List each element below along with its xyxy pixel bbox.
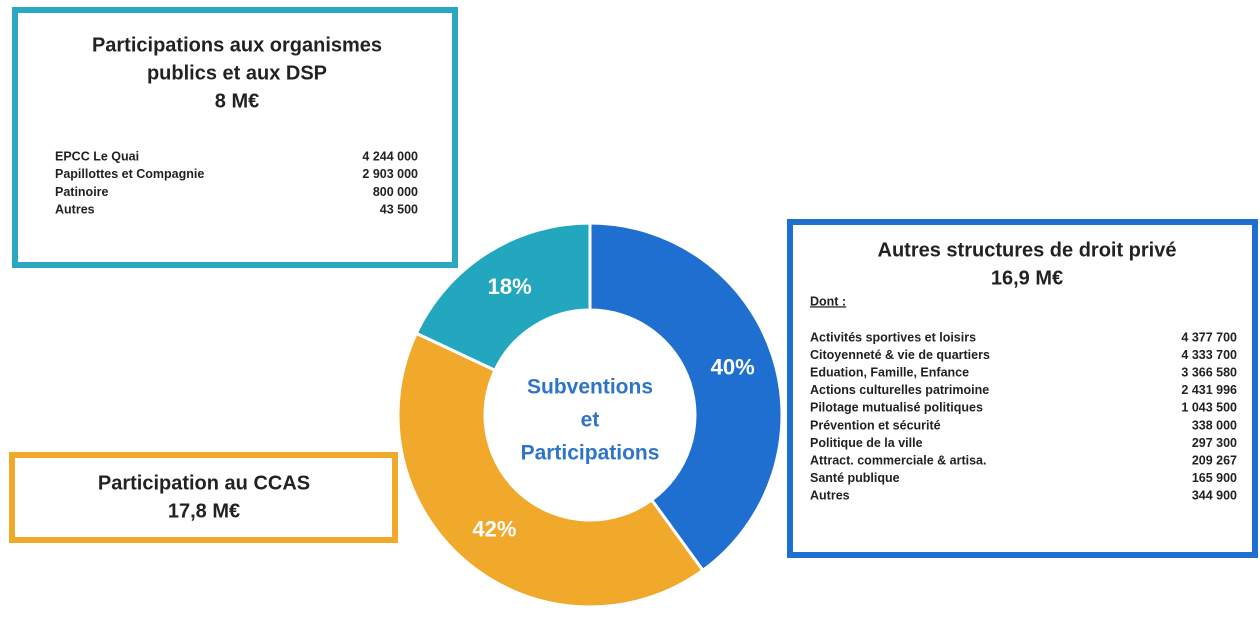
box-title: 17,8 M€: [168, 500, 240, 522]
row-label: Prévention et sécurité: [810, 418, 941, 432]
row-value: 4 244 000: [362, 149, 418, 163]
donut-slice: [414, 221, 592, 373]
row-value: 3 366 580: [1181, 365, 1237, 379]
row-label: Autres: [55, 203, 95, 217]
row-label: Citoyenneté & vie de quartiers: [810, 348, 990, 362]
slice-label: 18%: [488, 274, 532, 299]
box-title: publics et aux DSP: [147, 62, 327, 84]
row-label: Papillottes et Compagnie: [55, 167, 204, 181]
row-label: Patinoire: [55, 185, 109, 199]
row-label: Actions culturelles patrimoine: [810, 383, 989, 397]
row-value: 297 300: [1192, 436, 1237, 450]
slice-label: 42%: [472, 516, 516, 541]
row-label: Activités sportives et loisirs: [810, 330, 976, 344]
box-title: Autres structures de droit privé: [878, 239, 1177, 261]
row-value: 2 903 000: [362, 167, 418, 181]
center-label: et: [581, 409, 600, 432]
row-value: 43 500: [380, 203, 418, 217]
box-subtitle: Dont :: [810, 294, 846, 308]
row-value: 165 900: [1192, 471, 1237, 485]
row-value: 4 377 700: [1181, 330, 1237, 344]
row-value: 344 900: [1192, 489, 1237, 503]
row-label: Santé publique: [810, 471, 900, 485]
box-title: Participations aux organismes: [92, 34, 382, 56]
center-label: Participations: [521, 442, 660, 465]
row-label: Attract. commerciale & artisa.: [810, 453, 986, 467]
slice-label: 40%: [711, 354, 755, 379]
donut-slice: [588, 221, 784, 573]
row-label: Pilotage mutualisé politiques: [810, 401, 983, 415]
ccas-box: [9, 452, 398, 543]
row-value: 209 267: [1192, 453, 1237, 467]
row-value: 2 431 996: [1181, 383, 1237, 397]
box-title: 16,9 M€: [991, 267, 1063, 289]
box-title: 8 M€: [215, 90, 259, 112]
box-title: Participation au CCAS: [98, 472, 310, 494]
row-label: EPCC Le Quai: [55, 149, 139, 163]
row-label: Eduation, Famille, Enfance: [810, 365, 969, 379]
row-value: 800 000: [373, 185, 418, 199]
row-value: 338 000: [1192, 418, 1237, 432]
row-label: Politique de la ville: [810, 436, 923, 450]
donut-slice: [396, 331, 705, 609]
row-label: Autres: [810, 489, 850, 503]
dsp-box: [12, 7, 458, 268]
row-value: 4 333 700: [1181, 348, 1237, 362]
center-label: Subventions: [527, 376, 653, 399]
prive-box: [787, 219, 1258, 558]
row-value: 1 043 500: [1181, 401, 1237, 415]
